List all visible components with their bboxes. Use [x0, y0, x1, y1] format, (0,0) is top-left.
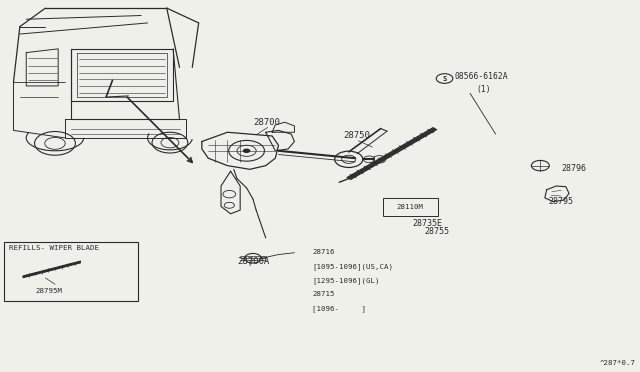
Text: 28795: 28795 [548, 198, 573, 206]
Text: (1): (1) [476, 85, 491, 94]
Circle shape [531, 160, 549, 171]
Text: [1295-1096](GL): [1295-1096](GL) [312, 277, 380, 284]
Bar [4, 241, 138, 301]
Text: 28795M: 28795M [36, 288, 63, 294]
Text: 28716: 28716 [312, 249, 335, 255]
Text: 28715: 28715 [312, 291, 335, 297]
Text: 28110M: 28110M [397, 205, 424, 211]
Circle shape [335, 151, 363, 167]
Text: 28700A: 28700A [237, 257, 269, 266]
Text: 28755: 28755 [424, 227, 449, 236]
Text: 28796: 28796 [561, 164, 586, 173]
Circle shape [228, 140, 264, 161]
Text: ^287*0.7: ^287*0.7 [600, 360, 636, 366]
Circle shape [364, 156, 375, 163]
Text: 28735E: 28735E [413, 218, 443, 228]
Circle shape [243, 148, 250, 153]
Text: 08566-6162A: 08566-6162A [454, 72, 508, 81]
Text: [1096-     ]: [1096- ] [312, 305, 366, 312]
Text: S: S [442, 76, 447, 81]
Text: 28700: 28700 [253, 118, 280, 127]
Text: REFILLS- WIPER BLADE: REFILLS- WIPER BLADE [9, 245, 99, 251]
FancyBboxPatch shape [383, 198, 438, 217]
Text: [1095-1096](US,CA): [1095-1096](US,CA) [312, 263, 394, 270]
Circle shape [244, 253, 261, 263]
Circle shape [373, 155, 386, 163]
Text: 28750: 28750 [344, 131, 371, 140]
